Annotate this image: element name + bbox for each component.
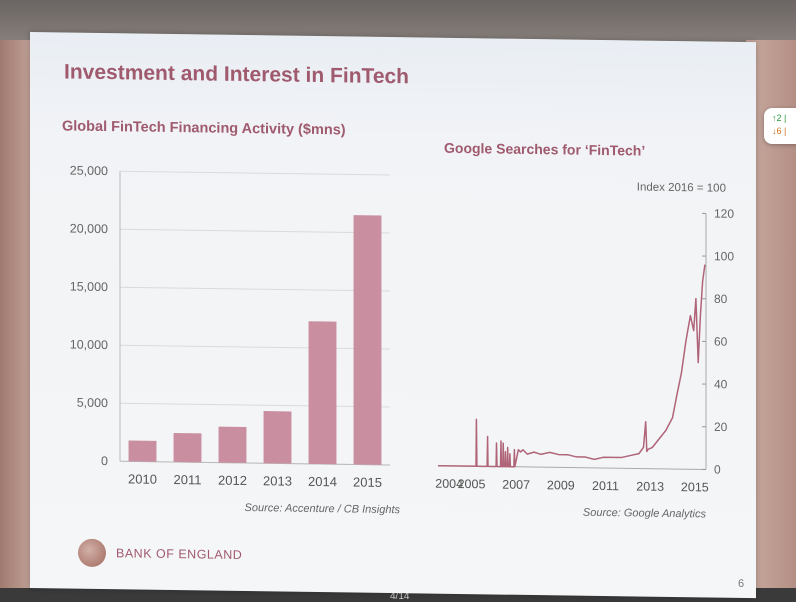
- bar-2013: [263, 411, 292, 464]
- slide-counter: 4/14: [390, 591, 410, 602]
- bar-chart-title: Global FinTech Financing Activity ($mns): [62, 118, 346, 139]
- line-x-tick-label: 2013: [636, 479, 664, 493]
- bar-x-tick-label: 2011: [174, 472, 202, 487]
- bar-chart: 0 5,000 10,000 15,000 20,000 25,000 2010 2011 20…: [70, 164, 401, 517]
- widget-up-count: ↑2 |: [772, 113, 787, 123]
- bank-of-england-logo: BANK OF ENGLAND: [78, 538, 243, 569]
- bar-x-axis: [120, 460, 390, 466]
- bar-gridline: [120, 344, 390, 350]
- bar-chart-source: Source: Accenture / CB Insights: [245, 502, 401, 516]
- line-y-tick-label: 120: [714, 207, 734, 221]
- slide-title: Investment and Interest in FinTech: [64, 60, 410, 89]
- bar-x-tick-label: 2013: [263, 473, 292, 488]
- bar-y-tick-label: 20,000: [70, 222, 108, 237]
- line-x-tick-label: 2005: [458, 477, 486, 491]
- britannia-logo-icon: [78, 538, 106, 568]
- line-series-fintech-searches: [438, 264, 706, 468]
- bar-2014: [308, 321, 337, 465]
- line-y-tick-label: 20: [714, 420, 728, 434]
- floating-widget[interactable]: ↑2 | ↓6 |: [764, 108, 796, 144]
- bar-x-tick-label: 2012: [218, 473, 247, 488]
- background-wall-left: [0, 40, 34, 602]
- bar-gridline: [120, 402, 390, 408]
- bar-y-tick-label: 10,000: [70, 338, 108, 353]
- line-chart-source: Source: Google Analytics: [583, 507, 707, 521]
- bar-y-tick-label: 0: [101, 454, 108, 468]
- presentation-slide: Investment and Interest in FinTech Globa…: [30, 32, 756, 599]
- line-x-tick-label: 2015: [681, 480, 709, 494]
- line-x-tick-label: 2004: [435, 477, 463, 491]
- bar-2012: [218, 426, 247, 464]
- line-y-axis-label: Index 2016 = 100: [637, 181, 726, 194]
- bar-y-tick-label: 15,000: [70, 280, 108, 295]
- line-y-tick-label: 60: [714, 335, 728, 349]
- line-x-tick-label: 2011: [592, 479, 619, 493]
- bar-y-tick-label: 25,000: [70, 164, 108, 179]
- bar-gridline: [120, 170, 390, 176]
- logo-text: BANK OF ENGLAND: [116, 546, 243, 562]
- line-y-tick-label: 80: [714, 292, 728, 306]
- bar-2010: [128, 440, 157, 462]
- page-number: 6: [738, 577, 745, 590]
- line-x-tick-label: 2009: [547, 478, 575, 492]
- line-y-tick-label: 40: [714, 377, 728, 391]
- bar-x-tick-label: 2014: [308, 474, 337, 489]
- widget-down-count: ↓6 |: [772, 126, 787, 136]
- line-y-tick-label: 0: [714, 463, 721, 477]
- bar-gridline: [120, 228, 390, 234]
- bar-2015: [353, 215, 382, 465]
- bar-gridline: [120, 286, 390, 292]
- bar-x-tick-label: 2010: [128, 471, 157, 486]
- line-chart-title: Google Searches for ‘FinTech’: [444, 139, 646, 159]
- bar-y-tick-label: 5,000: [77, 396, 108, 410]
- line-y-tick-label: 100: [714, 249, 734, 263]
- line-x-tick-label: 2007: [502, 478, 530, 492]
- bar-x-tick-label: 2015: [353, 475, 382, 490]
- bar-2011: [173, 433, 202, 463]
